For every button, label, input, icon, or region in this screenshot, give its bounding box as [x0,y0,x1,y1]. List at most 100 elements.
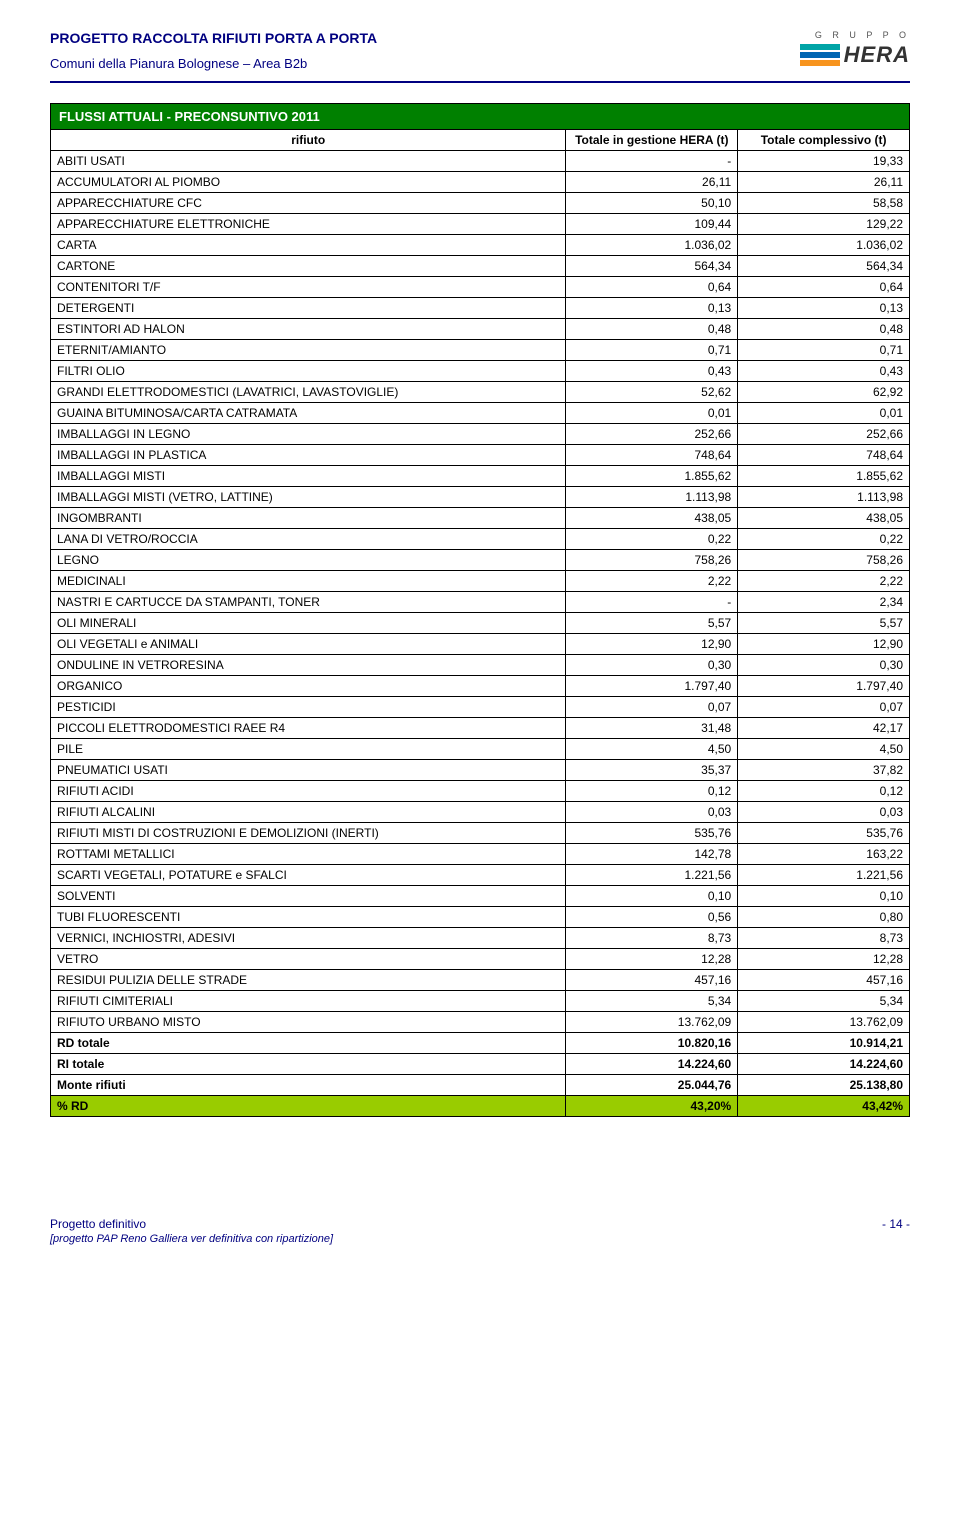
table-row: DETERGENTI0,130,13 [51,298,910,319]
cell-totale: 0,03 [738,802,910,823]
table-row: SOLVENTI0,100,10 [51,886,910,907]
flussi-table: FLUSSI ATTUALI - PRECONSUNTIVO 2011 rifi… [50,103,910,1117]
cell-hera: 0,13 [566,298,738,319]
cell-totale: 62,92 [738,382,910,403]
cell-hera: 0,48 [566,319,738,340]
summary-v1: 25.044,76 [566,1075,738,1096]
cell-label: ESTINTORI AD HALON [51,319,566,340]
cell-totale: 758,26 [738,550,910,571]
footer-note: [progetto PAP Reno Galliera ver definiti… [50,1233,333,1245]
logo-bar [800,44,840,50]
cell-totale: 564,34 [738,256,910,277]
cell-hera: 252,66 [566,424,738,445]
table-row: ACCUMULATORI AL PIOMBO26,1126,11 [51,172,910,193]
table-row: VETRO12,2812,28 [51,949,910,970]
table-row: ESTINTORI AD HALON0,480,48 [51,319,910,340]
cell-hera: - [566,592,738,613]
cell-hera: 0,22 [566,529,738,550]
cell-totale: 535,76 [738,823,910,844]
summary-row: Monte rifiuti25.044,7625.138,80 [51,1075,910,1096]
cell-hera: 13.762,09 [566,1012,738,1033]
cell-label: ACCUMULATORI AL PIOMBO [51,172,566,193]
cell-totale: 252,66 [738,424,910,445]
table-row: NASTRI E CARTUCCE DA STAMPANTI, TONER-2,… [51,592,910,613]
cell-hera: 438,05 [566,508,738,529]
cell-hera: 1.113,98 [566,487,738,508]
summary-label: RD totale [51,1033,566,1054]
cell-totale: 2,22 [738,571,910,592]
cell-label: PESTICIDI [51,697,566,718]
summary-label: Monte rifiuti [51,1075,566,1096]
cell-totale: 0,13 [738,298,910,319]
logo-bar [800,52,840,58]
cell-label: CARTA [51,235,566,256]
cell-hera: 109,44 [566,214,738,235]
table-row: IMBALLAGGI IN LEGNO252,66252,66 [51,424,910,445]
table-title: FLUSSI ATTUALI - PRECONSUNTIVO 2011 [51,104,910,130]
table-row: CONTENITORI T/F0,640,64 [51,277,910,298]
summary-v2: 43,42% [738,1096,910,1117]
cell-totale: 0,80 [738,907,910,928]
cell-label: RIFIUTO URBANO MISTO [51,1012,566,1033]
table-row: INGOMBRANTI438,05438,05 [51,508,910,529]
cell-label: LEGNO [51,550,566,571]
cell-hera: 5,57 [566,613,738,634]
footer-page: - 14 - [882,1217,910,1245]
cell-label: IMBALLAGGI MISTI [51,466,566,487]
cell-hera: 35,37 [566,760,738,781]
cell-totale: 2,34 [738,592,910,613]
summary-row: RI totale14.224,6014.224,60 [51,1054,910,1075]
cell-totale: 12,28 [738,949,910,970]
cell-label: TUBI FLUORESCENTI [51,907,566,928]
cell-totale: 4,50 [738,739,910,760]
header-text-block: PROGETTO RACCOLTA RIFIUTI PORTA A PORTA … [50,30,800,75]
cell-hera: 457,16 [566,970,738,991]
cell-hera: 0,64 [566,277,738,298]
table-row: TUBI FLUORESCENTI0,560,80 [51,907,910,928]
cell-label: DETERGENTI [51,298,566,319]
cell-totale: 5,34 [738,991,910,1012]
page-footer: Progetto definitivo [progetto PAP Reno G… [50,1217,910,1245]
cell-hera: 0,71 [566,340,738,361]
cell-label: RIFIUTI ACIDI [51,781,566,802]
table-row: FILTRI OLIO0,430,43 [51,361,910,382]
cell-label: CONTENITORI T/F [51,277,566,298]
cell-label: INGOMBRANTI [51,508,566,529]
table-row: APPARECCHIATURE ELETTRONICHE109,44129,22 [51,214,910,235]
table-row: IMBALLAGGI MISTI (VETRO, LATTINE)1.113,9… [51,487,910,508]
cell-label: RESIDUI PULIZIA DELLE STRADE [51,970,566,991]
summary-v1: 43,20% [566,1096,738,1117]
logo-bars-icon [800,44,840,66]
cell-totale: 0,22 [738,529,910,550]
cell-label: ROTTAMI METALLICI [51,844,566,865]
cell-label: FILTRI OLIO [51,361,566,382]
col-header-rifiuto: rifiuto [51,130,566,151]
summary-v2: 10.914,21 [738,1033,910,1054]
cell-hera: 1.797,40 [566,676,738,697]
logo-bar [800,60,840,66]
cell-label: PNEUMATICI USATI [51,760,566,781]
cell-label: IMBALLAGGI MISTI (VETRO, LATTINE) [51,487,566,508]
cell-label: VERNICI, INCHIOSTRI, ADESIVI [51,928,566,949]
table-row: LANA DI VETRO/ROCCIA0,220,22 [51,529,910,550]
cell-label: IMBALLAGGI IN PLASTICA [51,445,566,466]
table-row: PILE4,504,50 [51,739,910,760]
cell-label: PICCOLI ELETTRODOMESTICI RAEE R4 [51,718,566,739]
cell-totale: 0,10 [738,886,910,907]
cell-totale: 42,17 [738,718,910,739]
col-header-hera: Totale in gestione HERA (t) [566,130,738,151]
table-row: IMBALLAGGI IN PLASTICA748,64748,64 [51,445,910,466]
cell-totale: 37,82 [738,760,910,781]
table-row: RIFIUTI MISTI DI COSTRUZIONI E DEMOLIZIO… [51,823,910,844]
cell-label: ABITI USATI [51,151,566,172]
logo-group-label: G R U P P O [800,30,910,40]
doc-title: PROGETTO RACCOLTA RIFIUTI PORTA A PORTA [50,30,800,46]
cell-label: PILE [51,739,566,760]
logo-main: HERA [800,42,910,68]
cell-hera: 0,10 [566,886,738,907]
cell-label: APPARECCHIATURE CFC [51,193,566,214]
cell-hera: 4,50 [566,739,738,760]
cell-label: GRANDI ELETTRODOMESTICI (LAVATRICI, LAVA… [51,382,566,403]
table-row: RIFIUTI CIMITERIALI5,345,34 [51,991,910,1012]
footer-left: Progetto definitivo [progetto PAP Reno G… [50,1217,333,1245]
